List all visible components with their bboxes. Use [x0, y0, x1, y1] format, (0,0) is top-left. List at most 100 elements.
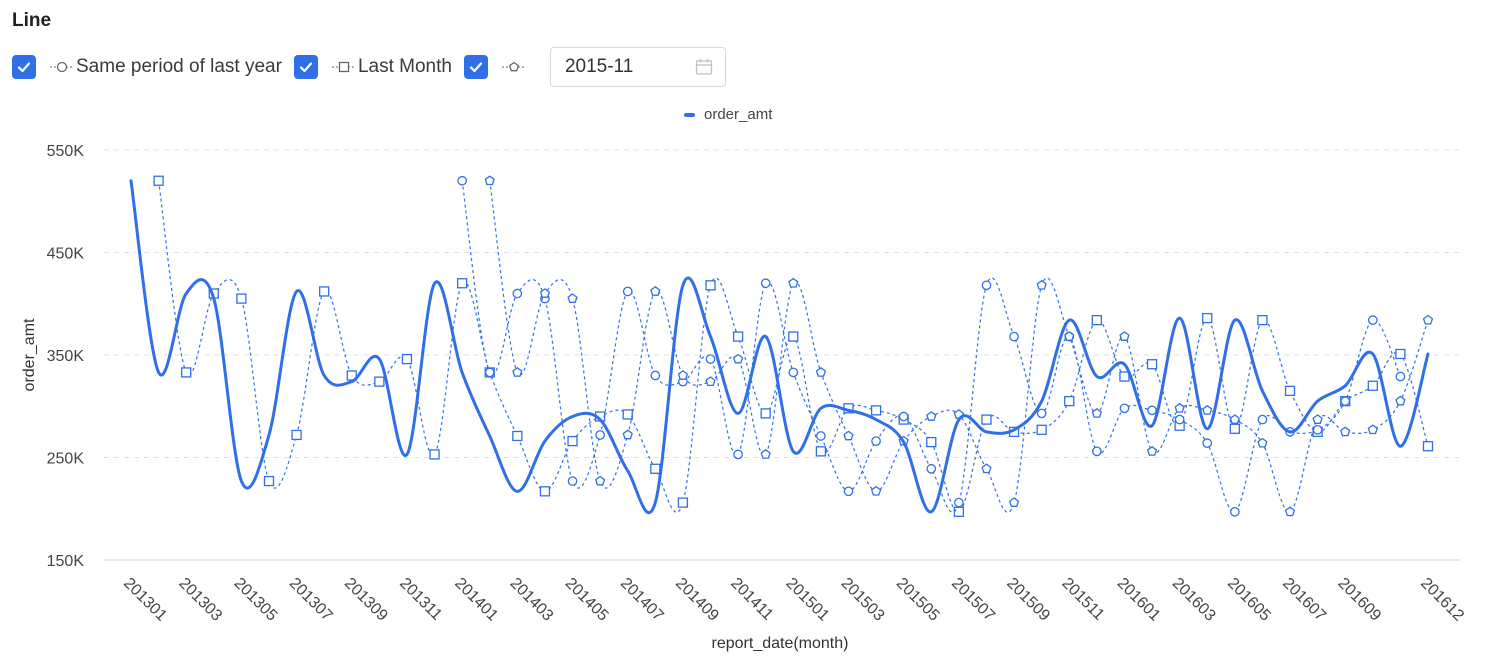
data-point-circle — [595, 430, 605, 440]
data-point-square — [622, 409, 633, 420]
x-tick-label: 201501 — [782, 575, 832, 625]
data-point-square — [1146, 359, 1158, 370]
data-point-circle — [622, 286, 633, 297]
data-point-circle — [843, 486, 854, 497]
chart-legend[interactable]: order_amt — [684, 106, 772, 123]
y-tick-label: 350K — [47, 348, 85, 365]
series-line — [129, 179, 1430, 514]
x-tick-label: 201305 — [231, 575, 281, 625]
data-point-pentagon — [1202, 405, 1213, 415]
data-point-circle — [981, 280, 992, 291]
data-point-square — [1284, 385, 1296, 397]
data-point-square — [539, 486, 551, 497]
data-point-square — [1064, 395, 1075, 407]
last-month-checkbox[interactable] — [293, 55, 318, 79]
data-point-circle — [1147, 405, 1157, 416]
data-point-pentagon — [760, 448, 771, 459]
data-point-circle — [760, 278, 771, 289]
data-point-pentagon — [1119, 331, 1130, 341]
data-point-circle — [457, 175, 467, 186]
data-point-pentagon — [1036, 279, 1047, 290]
x-tick-label: 201407 — [617, 575, 667, 625]
x-tick-label: 201405 — [562, 575, 612, 625]
circle-marker-icon — [50, 60, 74, 74]
panel-title: Line — [12, 10, 52, 31]
data-point-square — [567, 435, 578, 447]
x-axis-title: report_date(month) — [712, 635, 849, 652]
calendar-icon — [695, 59, 713, 75]
series-circle-comparison — [457, 175, 1406, 517]
data-point-square — [512, 430, 523, 442]
data-point-pentagon — [1146, 446, 1158, 456]
data-point-square — [815, 446, 827, 457]
grid — [104, 149, 1460, 458]
data-point-pentagon — [1008, 497, 1020, 507]
series-line — [489, 180, 1429, 513]
data-point-circle — [1036, 408, 1047, 419]
data-point-circle — [1202, 438, 1213, 448]
data-point-pentagon — [512, 366, 523, 377]
data-point-square — [1395, 348, 1406, 360]
data-point-pentagon — [1312, 414, 1323, 424]
x-tick-label: 201511 — [1058, 575, 1107, 624]
data-point-circle — [1257, 414, 1268, 425]
data-point-circle — [567, 476, 578, 486]
data-point-circle — [1340, 396, 1351, 406]
data-point-pentagon — [539, 288, 551, 298]
data-point-circle — [1395, 371, 1406, 382]
data-point-square — [236, 293, 247, 304]
x-tick-label: 201609 — [1334, 575, 1384, 625]
data-point-circle — [788, 367, 799, 378]
data-point-square — [1229, 423, 1240, 434]
data-point-circle — [650, 370, 661, 381]
data-point-circle — [1009, 331, 1019, 342]
custom-period-checkbox[interactable] — [463, 55, 488, 79]
data-point-square — [1036, 424, 1047, 435]
square-marker-icon — [331, 60, 356, 74]
data-point-pentagon — [926, 411, 937, 421]
x-tick-label: 201403 — [507, 575, 557, 625]
data-point-square — [456, 278, 468, 289]
data-point-pentagon — [1257, 437, 1268, 448]
data-point-square — [1119, 371, 1130, 382]
data-point-circle — [705, 354, 716, 364]
data-point-pentagon — [650, 285, 661, 296]
series-order_amt — [129, 179, 1430, 514]
data-point-pentagon — [843, 430, 854, 441]
x-tick-label: 201309 — [341, 575, 391, 625]
series-line — [158, 180, 1429, 513]
x-tick-label: 201307 — [286, 575, 336, 625]
y-axis-title: order_amt — [21, 318, 38, 391]
data-point-square — [788, 331, 799, 342]
same-period-label: Same period of last year — [76, 56, 282, 77]
check-icon — [299, 62, 313, 73]
data-point-square — [429, 449, 440, 460]
data-point-pentagon — [1422, 314, 1434, 325]
data-point-circle — [512, 288, 523, 299]
data-point-pentagon — [788, 277, 799, 288]
x-tick-label: 201311 — [396, 575, 445, 624]
data-point-circle — [1119, 403, 1130, 414]
data-point-circle — [871, 436, 881, 446]
y-tick-label: 250K — [47, 451, 85, 468]
series-pentagon-comparison — [484, 175, 1434, 517]
data-point-square — [870, 405, 882, 416]
x-tick-label: 201503 — [838, 575, 888, 625]
date-picker[interactable]: 2015-11 — [549, 47, 726, 87]
data-point-pentagon — [1395, 395, 1406, 406]
data-point-square — [153, 175, 164, 186]
series — [129, 175, 1434, 517]
check-icon — [17, 62, 31, 73]
check-icon — [469, 62, 483, 73]
last-month-label: Last Month — [357, 56, 452, 77]
data-point-square — [1422, 441, 1434, 452]
data-point-pentagon — [732, 353, 744, 364]
data-point-pentagon — [1340, 426, 1351, 437]
data-point-circle — [484, 367, 495, 378]
data-point-pentagon — [1091, 407, 1102, 418]
data-point-square — [1091, 314, 1103, 326]
pentagon-marker-icon — [501, 60, 526, 74]
data-point-circle — [1229, 506, 1240, 517]
same-period-checkbox[interactable] — [12, 55, 36, 79]
